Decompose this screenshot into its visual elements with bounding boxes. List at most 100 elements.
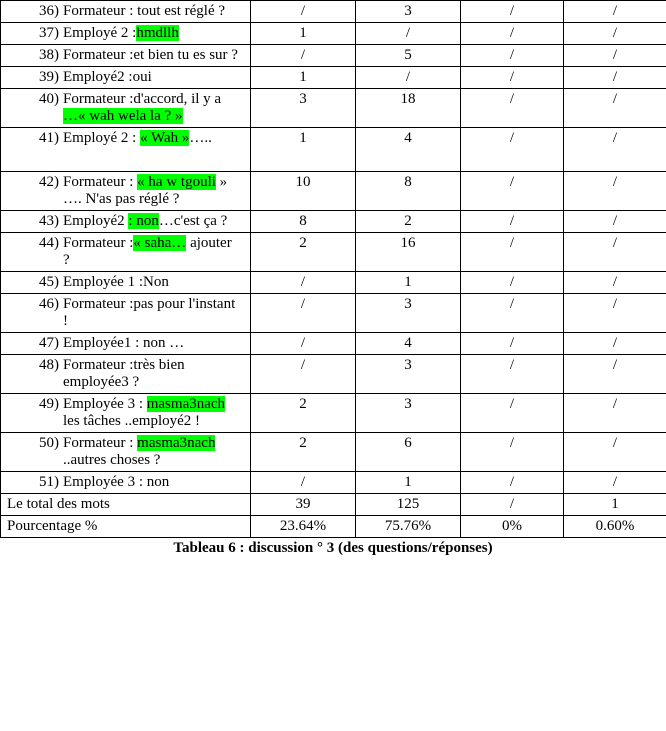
value-cell: / [564, 394, 666, 433]
value-cell: 39 [251, 494, 356, 516]
row-number: 38) [7, 47, 59, 64]
value-cell: 1 [251, 23, 356, 45]
value-cell: / [564, 1, 666, 23]
row-text: Employée 3 : non [59, 474, 242, 491]
value-cell: 0.60% [564, 516, 666, 538]
value-cell: 3 [356, 294, 461, 333]
value-cell: 8 [356, 172, 461, 211]
value-cell: / [461, 128, 564, 172]
value-cell: 2 [251, 394, 356, 433]
highlighted-text: hmdllh [136, 25, 179, 41]
row-dialogue-cell: 50)Formateur : masma3nach ..autres chose… [1, 433, 251, 472]
table-row: 42)Formateur : « ha w tgouli » …. N'as p… [1, 172, 666, 211]
total-label: Le total des mots [1, 494, 251, 516]
percentage-label: Pourcentage % [1, 516, 251, 538]
value-cell: 3 [356, 355, 461, 394]
value-cell: / [564, 294, 666, 333]
row-number: 51) [7, 474, 59, 491]
value-cell: / [251, 472, 356, 494]
value-cell: / [461, 272, 564, 294]
value-cell: 18 [356, 89, 461, 128]
value-cell: 1 [356, 272, 461, 294]
row-dialogue-cell: 39)Employé2 :oui [1, 67, 251, 89]
value-cell: / [356, 23, 461, 45]
row-text: Employé2 : non…c'est ça ? [59, 213, 242, 230]
value-cell: / [564, 172, 666, 211]
table-row: 38)Formateur :et bien tu es sur ?/5// [1, 45, 666, 67]
value-cell: / [564, 272, 666, 294]
table-row: 37)Employé 2 :hmdllh1/// [1, 23, 666, 45]
value-cell: 2 [251, 233, 356, 272]
value-cell: 75.76% [356, 516, 461, 538]
table-row: 50)Formateur : masma3nach ..autres chose… [1, 433, 666, 472]
value-cell: / [564, 67, 666, 89]
row-text: Formateur : « ha w tgouli » …. N'as pas … [59, 174, 242, 208]
value-cell: / [461, 67, 564, 89]
row-number: 37) [7, 25, 59, 42]
row-text: Employé 2 :hmdllh [59, 25, 242, 42]
row-text: Formateur : tout est réglé ? [59, 3, 242, 20]
row-number: 48) [7, 357, 59, 374]
highlighted-text: « ha w tgouli [137, 174, 216, 190]
highlighted-text: masma3nach [137, 435, 215, 451]
row-text: Formateur :« saha… ajouter ? [59, 235, 242, 269]
row-dialogue-cell: 49)Employée 3 : masma3nach les tâches ..… [1, 394, 251, 433]
value-cell: / [461, 172, 564, 211]
value-cell: / [564, 333, 666, 355]
row-number: 43) [7, 213, 59, 230]
value-cell: 3 [251, 89, 356, 128]
value-cell: / [564, 89, 666, 128]
row-number: 46) [7, 296, 59, 313]
row-dialogue-cell: 38)Formateur :et bien tu es sur ? [1, 45, 251, 67]
value-cell: / [461, 294, 564, 333]
value-cell: / [461, 45, 564, 67]
row-dialogue-cell: 48)Formateur :très bien employée3 ? [1, 355, 251, 394]
plain-text: Employé2 :oui [63, 69, 152, 85]
row-text: Employée1 : non … [59, 335, 242, 352]
row-number: 42) [7, 174, 59, 191]
value-cell: / [564, 211, 666, 233]
highlighted-text: « Wah » [140, 130, 189, 146]
row-dialogue-cell: 45)Employée 1 :Non [1, 272, 251, 294]
value-cell: / [461, 211, 564, 233]
plain-text: Formateur :d'accord, il y a [63, 91, 221, 107]
row-text: Formateur :très bien employée3 ? [59, 357, 242, 391]
total-row: Le total des mots39125/1 [1, 494, 666, 516]
value-cell: 0% [461, 516, 564, 538]
value-cell: / [564, 128, 666, 172]
value-cell: 8 [251, 211, 356, 233]
value-cell: / [461, 1, 564, 23]
percentage-row: Pourcentage %23.64%75.76%0%0.60% [1, 516, 666, 538]
highlighted-text: masma3nach [147, 396, 225, 412]
row-number: 36) [7, 3, 59, 20]
table-caption: Tableau 6 : discussion ° 3 (des question… [0, 538, 666, 557]
row-dialogue-cell: 46)Formateur :pas pour l'instant ! [1, 294, 251, 333]
row-dialogue-cell: 47)Employée1 : non … [1, 333, 251, 355]
value-cell: / [564, 45, 666, 67]
value-cell: 1 [251, 128, 356, 172]
value-cell: 125 [356, 494, 461, 516]
row-dialogue-cell: 44)Formateur :« saha… ajouter ? [1, 233, 251, 272]
row-text: Formateur :et bien tu es sur ? [59, 47, 242, 64]
table-row: 39)Employé2 :oui1/// [1, 67, 666, 89]
value-cell: / [251, 1, 356, 23]
row-text: Employé2 :oui [59, 69, 242, 86]
plain-text: Formateur : [63, 435, 137, 451]
table-row: 48)Formateur :très bien employée3 ?/3// [1, 355, 666, 394]
data-table: 36)Formateur : tout est réglé ?/3//37)Em… [0, 0, 666, 538]
row-text: Employée 3 : masma3nach les tâches ..emp… [59, 396, 242, 430]
value-cell: / [461, 433, 564, 472]
value-cell: / [564, 233, 666, 272]
value-cell: 5 [356, 45, 461, 67]
plain-text: Employé 2 : [63, 130, 140, 146]
value-cell: / [564, 355, 666, 394]
value-cell: / [461, 355, 564, 394]
value-cell: / [461, 333, 564, 355]
value-cell: 10 [251, 172, 356, 211]
plain-text: Formateur : [63, 174, 137, 190]
row-dialogue-cell: 36)Formateur : tout est réglé ? [1, 1, 251, 23]
row-dialogue-cell: 40)Formateur :d'accord, il y a …« wah we… [1, 89, 251, 128]
row-dialogue-cell: 42)Formateur : « ha w tgouli » …. N'as p… [1, 172, 251, 211]
row-text: Formateur : masma3nach ..autres choses ? [59, 435, 242, 469]
table-row: 43)Employé2 : non…c'est ça ?82// [1, 211, 666, 233]
